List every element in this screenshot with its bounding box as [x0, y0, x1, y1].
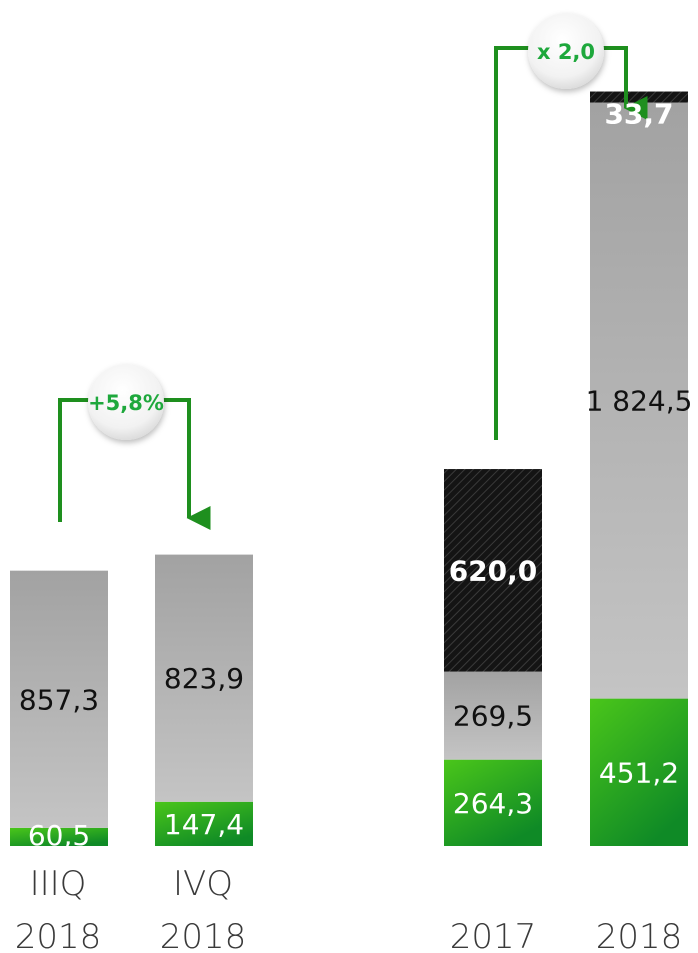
category-label: 2017	[450, 917, 537, 953]
data-label: 451,2	[599, 756, 679, 789]
bar-segment	[444, 671, 542, 760]
bar-segment	[155, 554, 253, 802]
data-label: 823,9	[164, 662, 244, 695]
bar-segment	[10, 827, 108, 846]
arrows-layer: +5,8% x 2,0	[58, 13, 648, 530]
category-label: IVQ	[173, 864, 233, 904]
bar-segment	[155, 801, 253, 846]
growth-label: +5,8%	[88, 391, 164, 415]
category-label: IIIQ	[30, 864, 87, 904]
category-label: 2018	[596, 917, 683, 953]
data-label: 857,3	[19, 683, 99, 716]
growth-bubble	[528, 13, 604, 89]
labels-layer: 60,5 857,3 IIIQ 2018 147,4 823,9 IVQ 2018 264,3 2…	[15, 98, 693, 953]
data-label: 620,0	[449, 554, 538, 587]
bar-segment	[590, 102, 688, 699]
data-label: 264,3	[453, 787, 533, 820]
bar-segment	[590, 698, 688, 846]
bar-segment	[10, 570, 108, 828]
data-label: 269,5	[453, 700, 533, 733]
growth-label: x 2,0	[537, 40, 595, 64]
data-label: 60,5	[28, 819, 90, 852]
growth-bubble	[88, 364, 164, 440]
bars-layer	[10, 91, 688, 846]
category-label: 2018	[15, 917, 102, 953]
data-label: 1 824,5	[586, 385, 693, 418]
data-label: 33,7	[604, 98, 673, 131]
category-label: 2018	[160, 917, 247, 953]
bar-segment	[444, 759, 542, 846]
data-label: 147,4	[164, 808, 244, 841]
bar-segment	[444, 469, 542, 672]
